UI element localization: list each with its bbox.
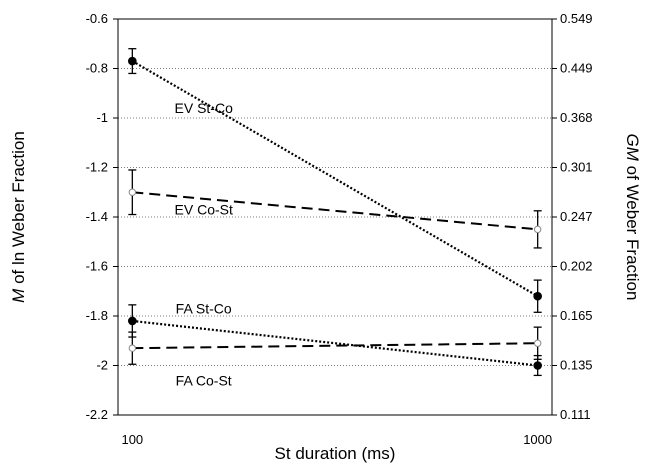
y2-tick-label: 0.135 bbox=[560, 358, 593, 373]
series-labels: EV St-Co EV Co-St FA St-Co FA Co-St bbox=[175, 100, 234, 388]
y-tick-label: -0.8 bbox=[86, 61, 108, 76]
series-line bbox=[131, 60, 539, 298]
series-label: FA Co-St bbox=[176, 372, 232, 388]
data-series bbox=[128, 48, 542, 377]
y2-tick-label: 0.549 bbox=[560, 11, 593, 26]
x-axis-label: St duration (ms) bbox=[275, 444, 396, 463]
series-fa-co-st bbox=[128, 326, 542, 365]
y2-tick-label: 0.202 bbox=[560, 259, 593, 274]
y2-tick-label: 0.301 bbox=[560, 160, 593, 175]
y-tick-label: -1 bbox=[96, 110, 108, 125]
y2-tick-label: 0.111 bbox=[560, 407, 591, 422]
data-point bbox=[128, 188, 137, 196]
grid-lines bbox=[118, 68, 552, 366]
y-tick-label: -2 bbox=[96, 358, 108, 373]
right-y-axis-label: GM of Weber Fraction bbox=[623, 134, 642, 301]
left-y-axis-label-italic: M bbox=[9, 288, 28, 303]
right-y-axis-label-rest: of Weber Fraction bbox=[623, 161, 642, 301]
data-point bbox=[128, 344, 137, 352]
right-y-axis-label-italic: GM bbox=[623, 134, 642, 162]
series-ev-st-co bbox=[128, 48, 542, 313]
y2-tick-label: 0.449 bbox=[560, 61, 593, 76]
x-axis-ticks: 100 1000 bbox=[121, 432, 552, 447]
y2-tick-label: 0.247 bbox=[560, 209, 593, 224]
y2-tick-label: 0.368 bbox=[560, 110, 593, 125]
y-tick-label: -1.2 bbox=[86, 160, 108, 175]
series-label: EV Co-St bbox=[175, 202, 233, 218]
left-y-axis-label: M of ln Weber Fraction bbox=[9, 131, 28, 303]
y-tick-label: -0.6 bbox=[86, 11, 108, 26]
series-line bbox=[132, 342, 538, 350]
left-y-axis-label-rest: of ln Weber Fraction bbox=[9, 131, 28, 288]
data-point bbox=[533, 225, 542, 234]
data-point bbox=[533, 339, 542, 347]
x-tick-label: 1000 bbox=[523, 432, 552, 447]
y2-tick-label: 0.165 bbox=[560, 308, 593, 323]
left-y-axis-ticks: -0.6 -0.8 -1 -1.2 -1.4 -1.6 -1.8 -2 -2.2 bbox=[86, 11, 118, 422]
y-tick-label: -2.2 bbox=[86, 407, 108, 422]
data-point bbox=[533, 361, 542, 370]
y-tick-label: -1.4 bbox=[86, 209, 108, 224]
right-y-axis-ticks: 0.549 0.449 0.368 0.301 0.247 0.202 0.165 0.135… bbox=[552, 11, 593, 422]
data-point bbox=[128, 56, 137, 66]
y-tick-label: -1.6 bbox=[86, 259, 108, 274]
data-point bbox=[533, 291, 542, 301]
series-label: EV St-Co bbox=[175, 100, 234, 116]
series-label: FA St-Co bbox=[176, 301, 232, 317]
series-ev-co-st bbox=[128, 169, 542, 249]
data-point bbox=[128, 316, 137, 326]
x-tick-label: 100 bbox=[121, 432, 143, 447]
y-tick-label: -1.8 bbox=[86, 308, 108, 323]
